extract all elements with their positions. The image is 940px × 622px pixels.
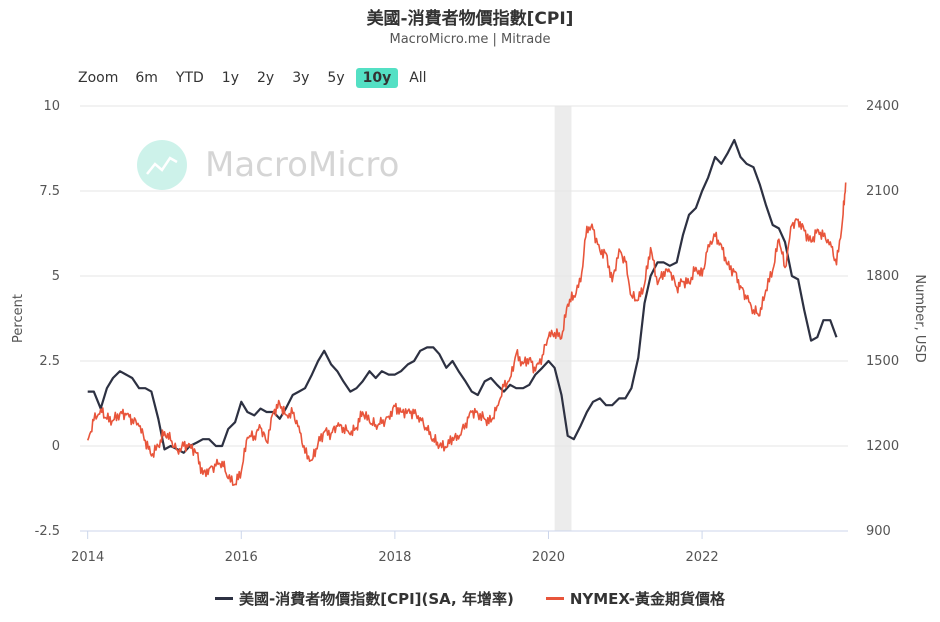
- zoom-button-2y[interactable]: 2y: [257, 70, 275, 86]
- right-tick-label: 900: [866, 524, 891, 539]
- recession-band: [554, 106, 572, 531]
- watermark-text: MacroMicro: [205, 145, 400, 185]
- left-tick-label: 2.5: [39, 354, 60, 369]
- right-tick-label: 1500: [866, 354, 899, 369]
- recession-band-layer: [554, 106, 572, 531]
- legend-item-cpi[interactable]: 美國-消費者物價指數[CPI](SA, 年增率): [214, 588, 514, 609]
- right-tick-label: 2100: [866, 184, 899, 199]
- right-tick-label: 1800: [866, 269, 899, 284]
- x-tick-label: 2014: [71, 550, 104, 565]
- left-axis-title: Percent: [11, 294, 26, 343]
- zoom-button-1y[interactable]: 1y: [221, 70, 239, 86]
- legend-label-gold: NYMEX-黃金期貨價格: [569, 590, 725, 608]
- left-tick-label: 10: [43, 99, 60, 114]
- legend-label-cpi: 美國-消費者物價指數[CPI](SA, 年增率): [238, 590, 514, 608]
- zoom-button-3y[interactable]: 3y: [292, 70, 310, 86]
- x-tick-label: 2020: [532, 550, 565, 565]
- zoom-button-ytd[interactable]: YTD: [175, 70, 204, 86]
- series-line-cpi: [87, 138, 838, 454]
- zoom-button-10y[interactable]: 10y: [355, 68, 399, 88]
- zoom-label: Zoom: [78, 70, 119, 86]
- legend-item-gold[interactable]: NYMEX-黃金期貨價格: [545, 588, 725, 609]
- axis-layer: -2.5 0 2.5 5 7.5 10 900 1200 1500 1800 2100 2400 201…: [11, 99, 927, 565]
- zoom-bar: Zoom 6m YTD 1y 2y 3y 5y 10y All: [70, 66, 436, 90]
- grid-layer: [80, 105, 848, 447]
- zoom-button-5y[interactable]: 5y: [327, 70, 345, 86]
- right-axis-title: Number, USD: [912, 274, 927, 362]
- zoom-button-6m[interactable]: 6m: [135, 70, 158, 86]
- chart-subtitle: MacroMicro.me | Mitrade: [389, 32, 551, 47]
- left-tick-label: 0: [52, 439, 60, 454]
- series-layer: [86, 138, 847, 486]
- x-tick-label: 2022: [686, 550, 719, 565]
- x-tick-label: 2016: [225, 550, 258, 565]
- series-line-gold: [86, 182, 847, 486]
- watermark-logo-icon: [137, 140, 187, 190]
- right-tick-label: 1200: [866, 439, 899, 454]
- watermark: MacroMicro: [137, 140, 399, 190]
- left-tick-label: 5: [52, 269, 60, 284]
- chart-title: 美國-消費者物價指數[CPI]: [366, 9, 574, 29]
- right-tick-label: 2400: [866, 99, 899, 114]
- x-tick-label: 2018: [378, 550, 411, 565]
- legend: 美國-消費者物價指數[CPI](SA, 年增率) NYMEX-黃金期貨價格: [0, 588, 940, 609]
- legend-swatch-cpi: [214, 597, 233, 600]
- zoom-button-all[interactable]: All: [409, 70, 427, 86]
- left-tick-label: 7.5: [39, 184, 60, 199]
- left-tick-label: -2.5: [35, 524, 60, 539]
- legend-swatch-gold: [545, 597, 564, 600]
